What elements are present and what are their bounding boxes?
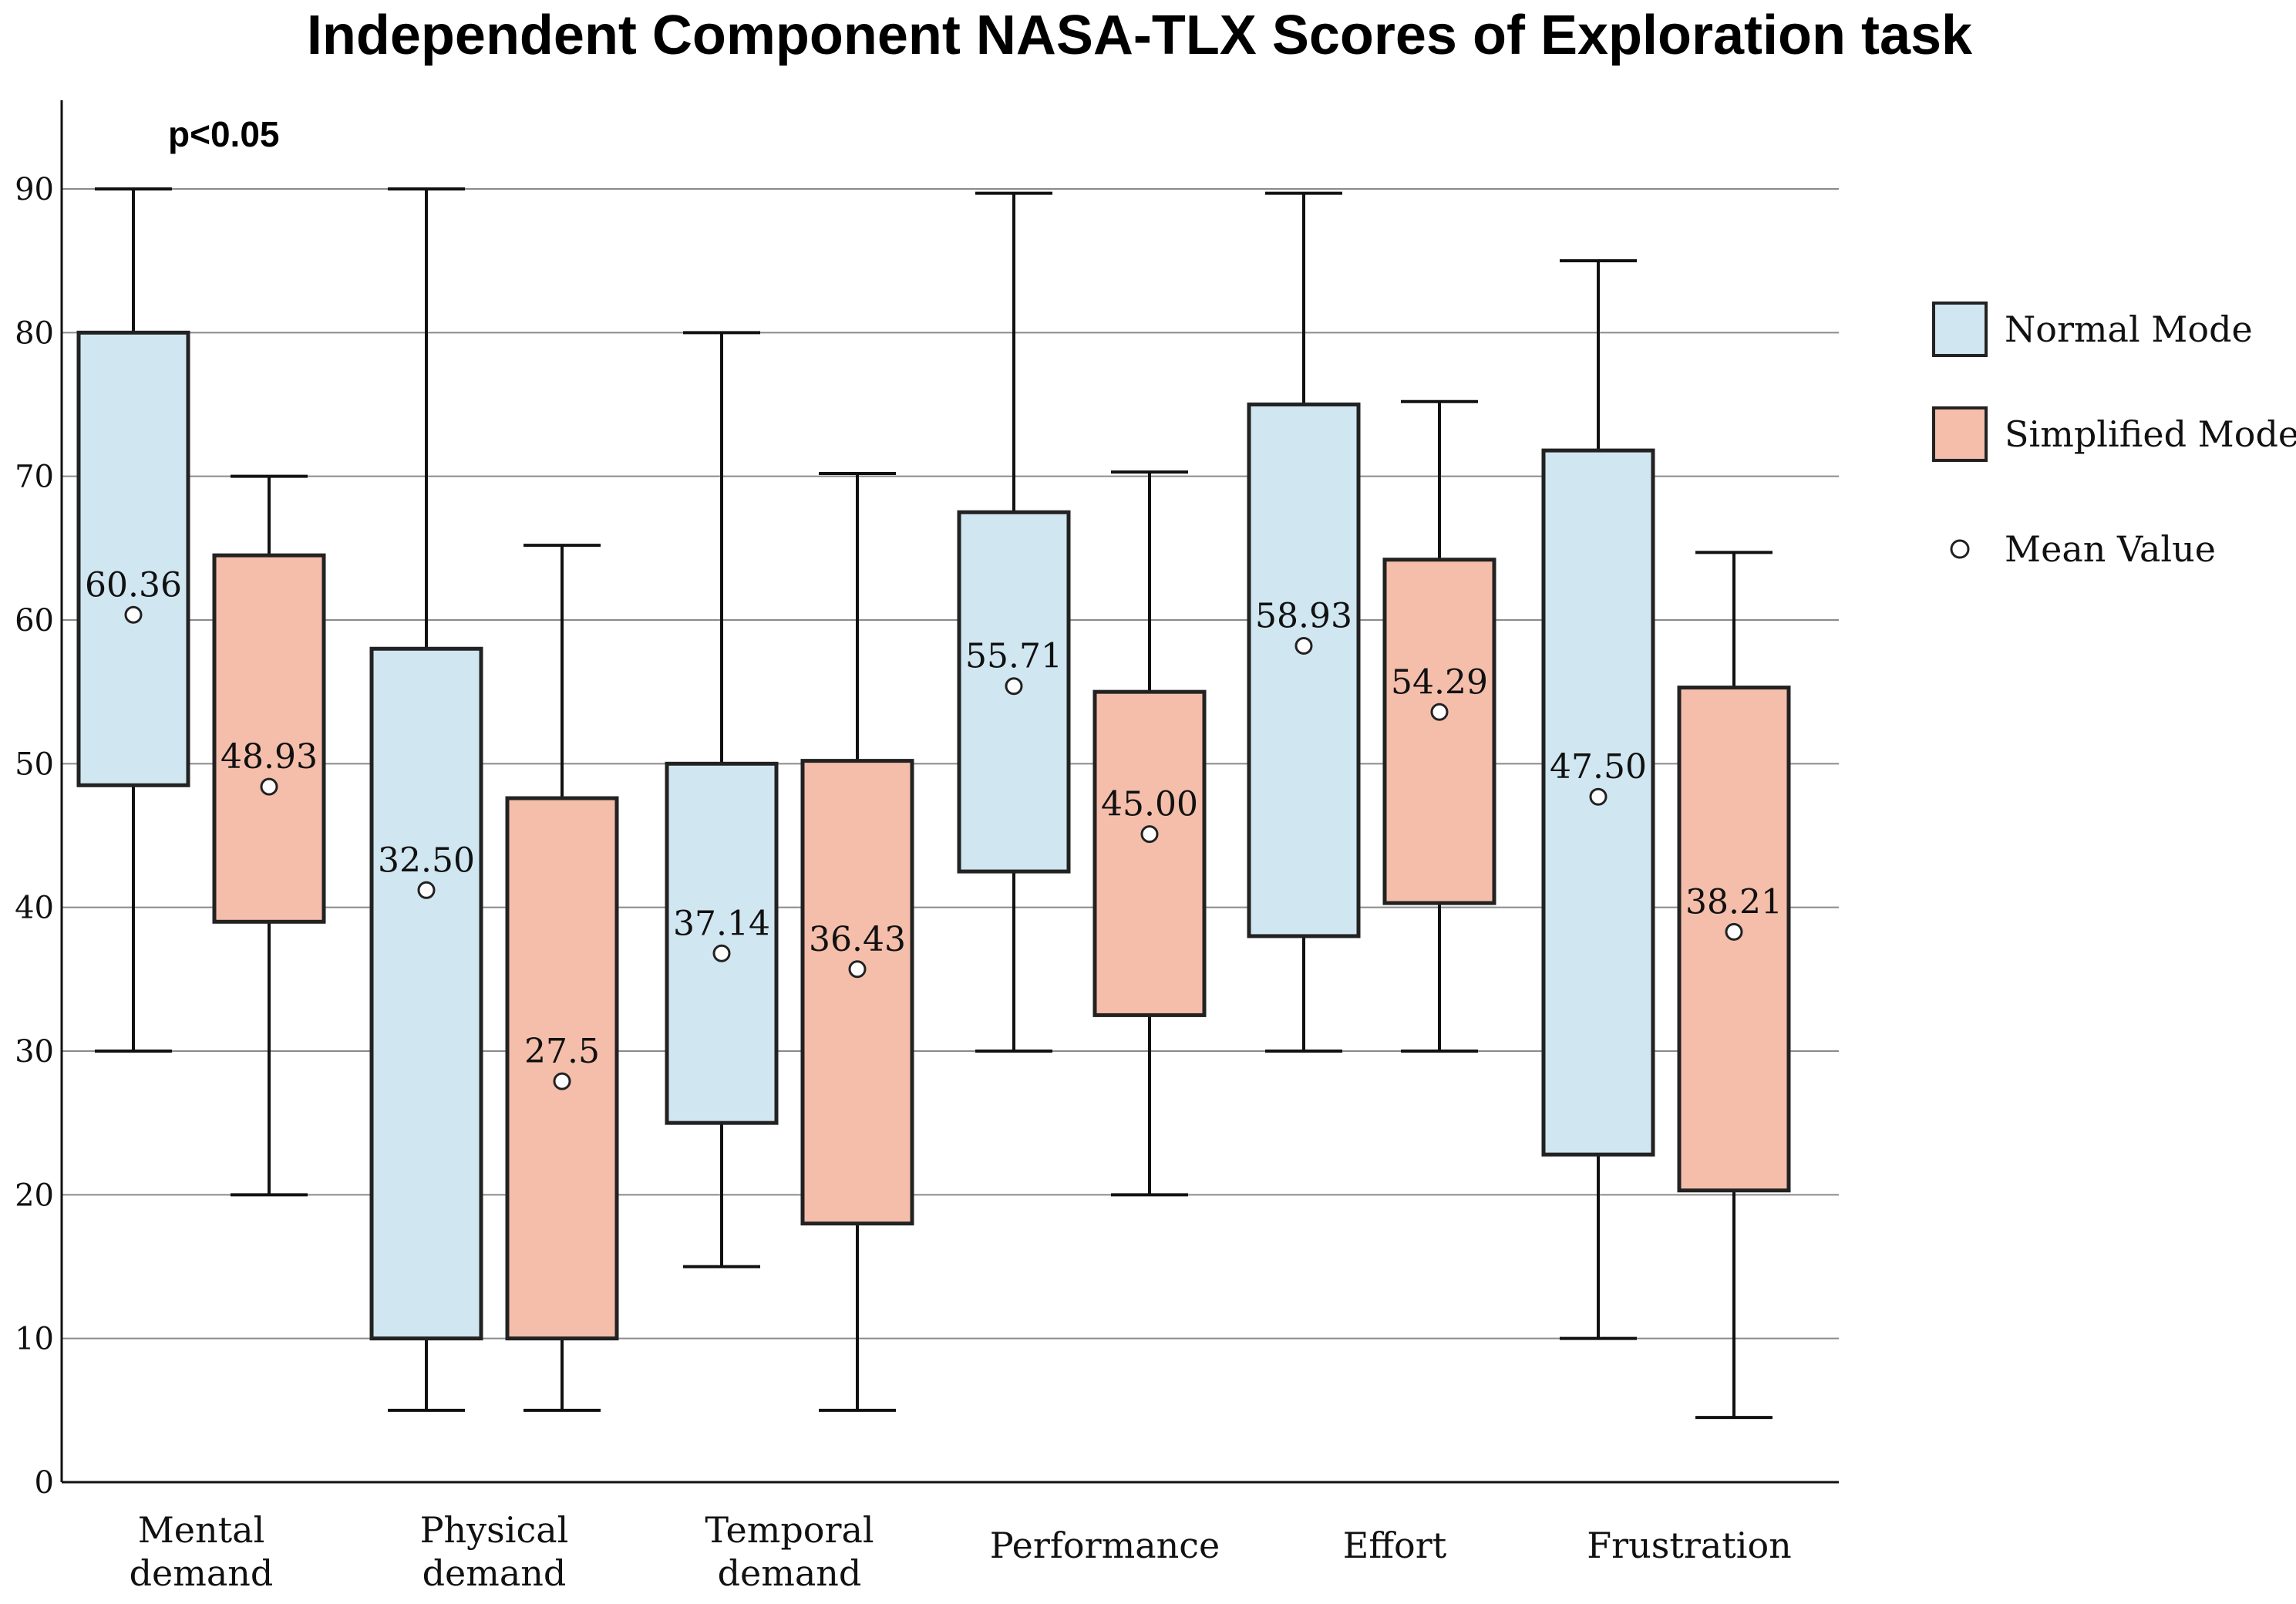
x-category-label: Mental [138, 1509, 265, 1551]
mean-marker [260, 777, 278, 796]
mean-label: 54.29 [1391, 662, 1488, 702]
y-tick-label: 60 [15, 603, 54, 639]
circle-icon [1950, 539, 1970, 559]
x-category-label: demand [423, 1552, 567, 1594]
y-tick-label: 20 [15, 1178, 54, 1213]
y-tick-label: 90 [15, 172, 54, 207]
box-rect [505, 796, 619, 1341]
box-mark: 48.93 [212, 474, 326, 1197]
x-axis-categories: MentaldemandPhysicaldemandTemporaldemand… [130, 1509, 1792, 1594]
box-mark: 60.36 [76, 187, 190, 1053]
gridlines [62, 188, 1839, 1339]
mean-label: 32.50 [378, 841, 475, 880]
y-tick-label: 70 [15, 460, 54, 495]
axes [60, 100, 1839, 1484]
x-category-label: Effort [1343, 1525, 1447, 1566]
mean-label: 48.93 [221, 737, 318, 777]
y-tick-label: 40 [15, 891, 54, 926]
mean-marker [1589, 787, 1608, 806]
box-mark: 55.71 [957, 191, 1071, 1053]
y-tick-label: 30 [15, 1034, 54, 1070]
series-normal-mode: 60.36 32.50 37.14 55.71 58.93 47.50 [76, 187, 1655, 1412]
mean-marker [1725, 922, 1743, 941]
legend-label: Normal Mode [2005, 308, 2253, 350]
x-category-label: Physical [420, 1509, 569, 1551]
box-mark: 38.21 [1677, 551, 1791, 1420]
mean-label: 60.36 [85, 565, 182, 605]
box-rect [665, 761, 779, 1125]
box-mark: 54.29 [1382, 399, 1496, 1053]
box-series: 60.36 32.50 37.14 55.71 58.93 47.50 48.93 27.5 3… [76, 187, 1791, 1420]
mean-marker [553, 1072, 571, 1090]
x-category-label: Frustration [1587, 1525, 1792, 1566]
box-rect [1247, 403, 1361, 938]
box-rect [369, 646, 483, 1341]
x-category-label: demand [130, 1552, 274, 1594]
y-tick-label: 0 [35, 1465, 54, 1501]
box-mark: 36.43 [800, 471, 914, 1412]
mean-label: 38.21 [1685, 882, 1783, 922]
mean-marker [1140, 825, 1159, 844]
mean-marker [1005, 677, 1023, 696]
x-category-label: Temporal [705, 1509, 874, 1551]
mean-marker [848, 960, 867, 979]
box-mark: 32.50 [369, 187, 483, 1412]
legend-label: Simplified Mode [2005, 413, 2296, 455]
box-mark: 45.00 [1092, 470, 1207, 1197]
chart-title: Independent Component NASA-TLX Scores of… [307, 5, 1973, 66]
mean-marker [712, 944, 731, 962]
mean-marker [1430, 703, 1449, 721]
mean-label: 27.5 [524, 1032, 600, 1071]
box-mark: 47.50 [1541, 259, 1655, 1340]
box-mark: 37.14 [665, 331, 779, 1269]
box-rect [1382, 558, 1496, 905]
x-category-label: demand [718, 1552, 862, 1594]
mean-marker [417, 881, 436, 899]
box-mark: 58.93 [1247, 191, 1361, 1053]
mean-label: 45.00 [1101, 785, 1198, 824]
mean-label: 55.71 [965, 637, 1062, 676]
box-rect [212, 553, 326, 924]
significance-annotation: p<0.05 [168, 114, 280, 154]
legend-swatch [1932, 302, 1988, 357]
x-category-label: Performance [990, 1525, 1220, 1566]
y-tick-label: 10 [15, 1322, 54, 1357]
mean-label: 47.50 [1550, 747, 1647, 787]
mean-label: 37.14 [673, 904, 770, 943]
mean-marker [1294, 637, 1313, 655]
legend-swatch [1932, 406, 1988, 462]
box-rect [76, 330, 190, 787]
box-rect [800, 759, 914, 1226]
mean-marker [124, 605, 143, 624]
legend: Normal Mode Simplified Mode Mean Value [1932, 302, 2296, 570]
series-simplified-mode: 48.93 27.5 36.43 45.00 54.29 38.21 [212, 399, 1791, 1420]
y-tick-label: 50 [15, 746, 54, 782]
box-rect [1092, 689, 1207, 1017]
legend-label: Mean Value [2005, 528, 2216, 570]
mean-label: 36.43 [809, 920, 906, 959]
y-axis-ticks: 0 10 20 30 40 50 60 70 80 90 [15, 172, 54, 1501]
mean-label: 58.93 [1255, 597, 1352, 636]
y-tick-label: 80 [15, 315, 54, 351]
box-mark: 27.5 [505, 544, 619, 1412]
